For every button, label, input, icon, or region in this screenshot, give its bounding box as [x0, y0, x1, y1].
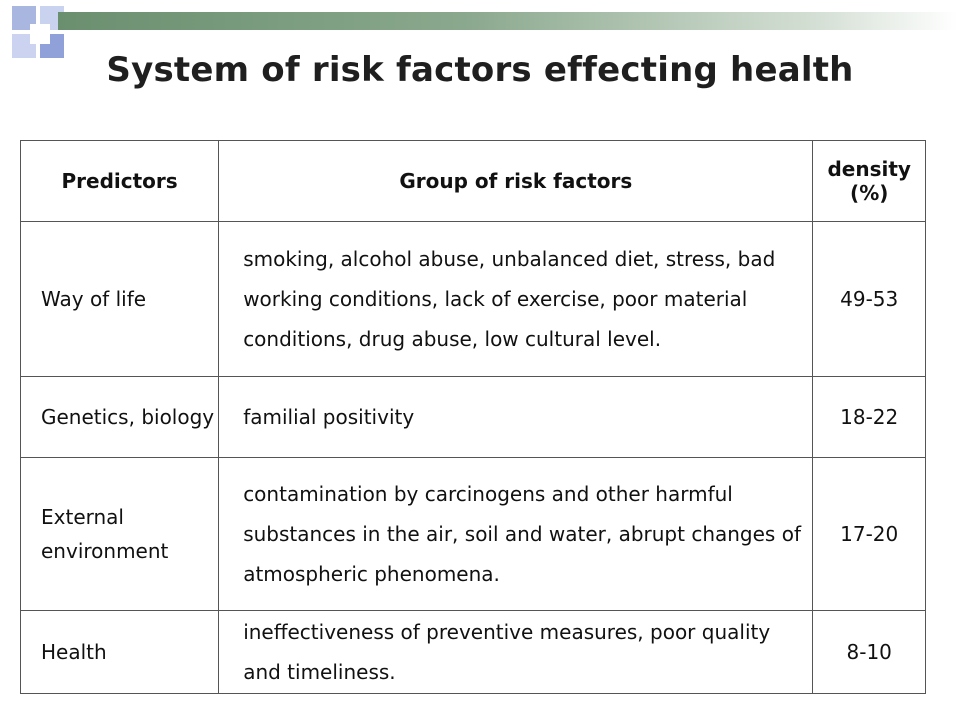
table-row: Genetics, biology familial positivity 18… — [19, 376, 926, 458]
table-row: Way of life smoking, alcohol abuse, unba… — [19, 221, 926, 377]
density-cell: 8-10 — [812, 610, 926, 694]
density-cell: 18-22 — [812, 376, 926, 458]
risk-factors-table: Predictors Group of risk factors density… — [19, 140, 926, 694]
density-cell: 17-20 — [812, 457, 926, 611]
density-cell: 49-53 — [812, 221, 926, 377]
table-row: Health ineffectiveness of preventive mea… — [19, 610, 926, 694]
header-density: density (%) — [812, 140, 926, 222]
group-cell: ineffectiveness of preventive measures, … — [218, 610, 814, 694]
predictor-cell: Genetics, biology — [19, 376, 220, 458]
header-group: Group of risk factors — [218, 140, 814, 222]
header-predictors: Predictors — [19, 140, 220, 222]
header-accent-bar — [58, 12, 958, 30]
decorative-square — [30, 24, 50, 44]
predictor-cell: Health — [19, 610, 220, 694]
slide-title: System of risk factors effecting health — [106, 50, 854, 90]
group-cell: familial positivity — [218, 376, 814, 458]
group-cell: smoking, alcohol abuse, unbalanced diet,… — [218, 221, 814, 377]
table-row: External environment contamination by ca… — [19, 457, 926, 611]
group-cell: contamination by carcinogens and other h… — [218, 457, 814, 611]
predictor-cell: Way of life — [19, 221, 220, 377]
predictor-cell: External environment — [19, 457, 220, 611]
table-header-row: Predictors Group of risk factors density… — [19, 140, 926, 222]
